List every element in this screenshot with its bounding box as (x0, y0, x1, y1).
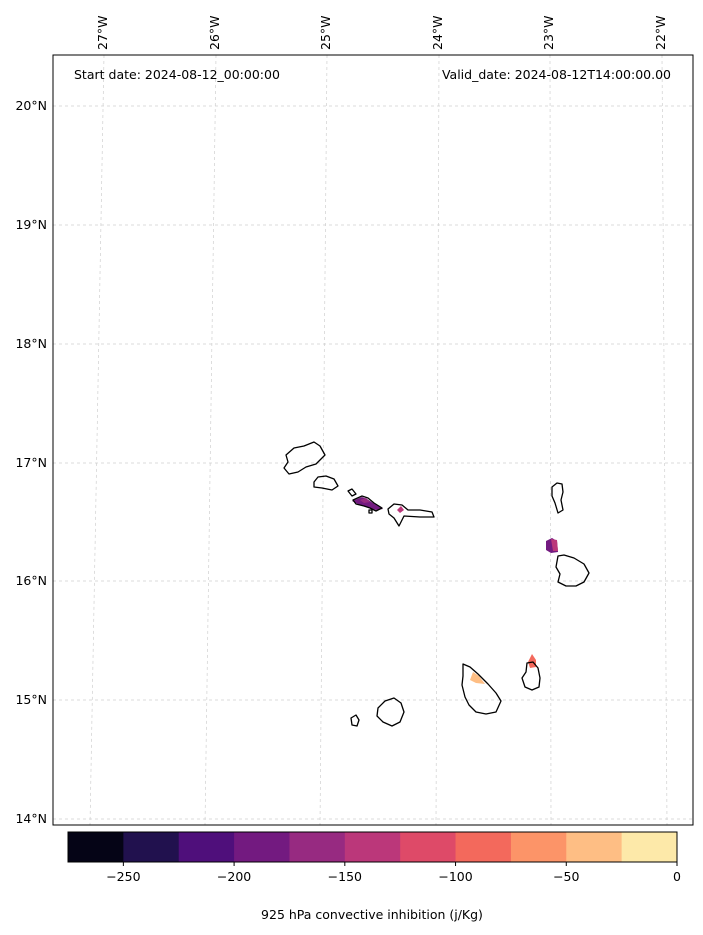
island-sao-nicolau-east (388, 504, 434, 526)
lon-label-27w: 27°W (95, 15, 110, 50)
meridian-22w (662, 55, 667, 825)
coastlines (284, 442, 589, 726)
latitude-labels: 20°N 19°N 18°N 17°N 16°N 15°N 14°N (15, 98, 47, 826)
colorbar-tick-label: 0 (673, 869, 681, 884)
cin-patch-sao-nicolau-3 (397, 506, 404, 513)
colorbar-tick-label: −250 (106, 869, 140, 884)
colorbar-swatch (179, 832, 235, 862)
island-brava (351, 715, 359, 726)
graticule (53, 55, 693, 825)
meridian-27w (90, 55, 104, 825)
colorbar-ticks: −250 −200 −150 −100 −50 0 (106, 862, 681, 884)
lon-label-24w: 24°W (430, 15, 445, 50)
colorbar-swatch (68, 832, 124, 862)
cin-shading (352, 497, 558, 684)
longitude-labels: 27°W 26°W 25°W 24°W 23°W 22°W (95, 15, 668, 50)
lat-label-19n: 19°N (15, 217, 47, 232)
lon-label-25w: 25°W (318, 15, 333, 50)
lat-label-20n: 20°N (15, 98, 47, 113)
island-sao-vicente (314, 476, 338, 490)
colorbar-swatch (234, 832, 290, 862)
cin-patch-maio (528, 654, 536, 668)
colorbar-swatch (345, 832, 401, 862)
colorbar-tick-label: −50 (553, 869, 579, 884)
meridian-24w (436, 55, 439, 825)
start-date-label: Start date: 2024-08-12_00:00:00 (74, 67, 280, 82)
meridian-26w (205, 55, 216, 825)
colorbar-label: 925 hPa convective inhibition (j/Kg) (261, 907, 483, 922)
island-santo-antao (284, 442, 325, 474)
colorbar-swatch (123, 832, 179, 862)
colorbar-swatches (68, 832, 678, 862)
colorbar-swatch (511, 832, 567, 862)
lon-label-23w: 23°W (541, 15, 556, 50)
map-frame (53, 55, 693, 825)
island-santa-luzia (348, 489, 356, 496)
lat-label-17n: 17°N (15, 455, 47, 470)
island-sal (552, 483, 563, 513)
colorbar-swatch (400, 832, 456, 862)
colorbar: −250 −200 −150 −100 −50 0 925 hPa convective … (68, 832, 681, 922)
island-fogo (377, 698, 404, 726)
island-boa-vista (556, 555, 589, 586)
lon-label-26w: 26°W (207, 15, 222, 50)
lon-label-22w: 22°W (653, 15, 668, 50)
meridian-25w (320, 55, 327, 825)
lat-label-14n: 14°N (15, 811, 47, 826)
colorbar-swatch (456, 832, 512, 862)
meridian-23w (550, 55, 551, 825)
colorbar-tick-label: −150 (328, 869, 362, 884)
island-santiago (462, 664, 501, 714)
valid-date-label: Valid_date: 2024-08-12T14:00:00.00 (442, 67, 671, 82)
islet-branco (369, 510, 372, 513)
colorbar-swatch (566, 832, 622, 862)
colorbar-tick-label: −100 (438, 869, 472, 884)
lat-label-16n: 16°N (15, 573, 47, 588)
lat-label-18n: 18°N (15, 336, 47, 351)
lat-label-15n: 15°N (15, 692, 47, 707)
colorbar-tick-label: −200 (217, 869, 251, 884)
colorbar-swatch (622, 832, 678, 862)
colorbar-swatch (289, 832, 345, 862)
